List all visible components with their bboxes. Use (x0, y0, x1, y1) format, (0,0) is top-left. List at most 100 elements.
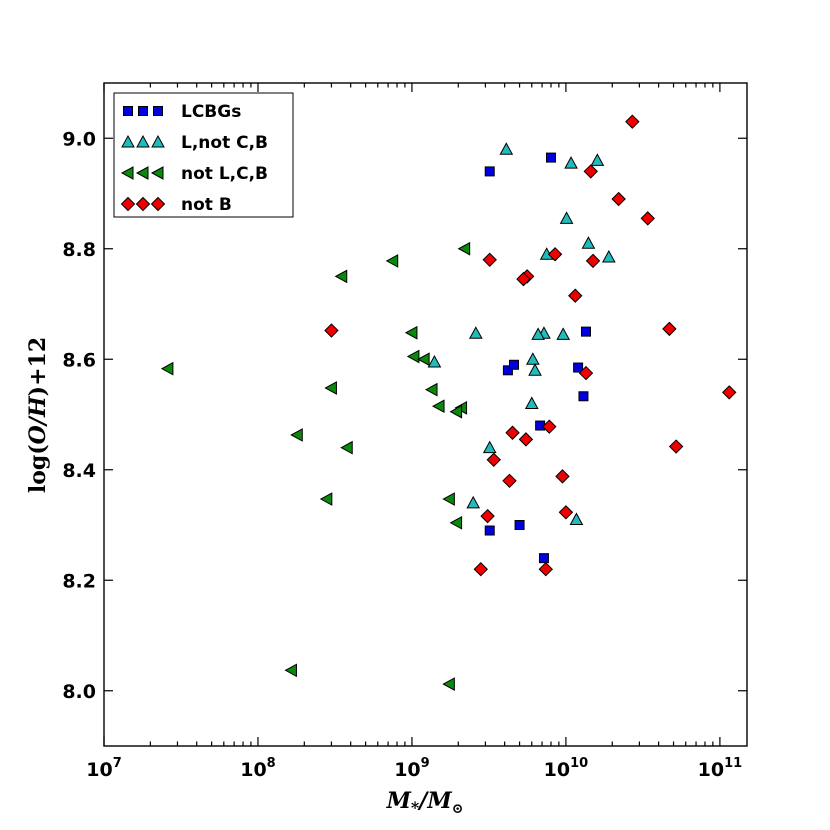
series-1-point-12 (526, 352, 540, 365)
series-1-point-6 (601, 249, 616, 263)
series-1-point-4 (581, 236, 596, 249)
series-3-point-23 (473, 561, 489, 577)
series-2-point-8 (424, 382, 438, 397)
legend-marker-0-1 (138, 106, 148, 116)
series-3-point-17 (668, 439, 684, 454)
series-2-point-15 (319, 492, 333, 506)
series-2-point-1 (385, 254, 399, 268)
series-0-point-9 (484, 525, 495, 536)
series-2-point-16 (449, 515, 463, 530)
series-2-point-9 (432, 399, 445, 414)
series-3-point-13 (722, 385, 737, 400)
legend-marker-3-0 (120, 196, 136, 212)
series-1-point-15 (482, 440, 497, 454)
legend-marker-2-1 (135, 166, 149, 180)
series-3-point-18 (486, 452, 501, 468)
x-axis-label: M*/M⊙ (386, 788, 464, 817)
series-2-point-5 (417, 352, 430, 367)
legend-marker-1-2 (151, 134, 165, 148)
y-axis-label: log(O/H)+12 (25, 337, 51, 493)
legend-marker-2-2 (150, 166, 164, 180)
series-2-point-6 (160, 361, 174, 376)
series-2-point-11 (449, 404, 463, 419)
series-3-point-9 (568, 288, 583, 303)
series-3-point-11 (662, 321, 677, 337)
series-0-point-4 (508, 359, 519, 370)
series-1-point-2 (590, 153, 605, 166)
series-3-point-16 (518, 432, 534, 447)
legend: LCBGs L,not C,B not L,C,B not B (113, 92, 294, 218)
series-1-point-9 (531, 327, 545, 340)
series-3-point-14 (505, 425, 520, 440)
series-1-point-17 (569, 512, 584, 525)
series-2-point-12 (290, 428, 303, 442)
series-1-point-0 (499, 142, 514, 155)
series-3-point-20 (502, 473, 517, 489)
series-2-point-4 (406, 349, 420, 364)
x-tick-label-1: 108 (240, 756, 276, 781)
y-tick-label-2: 8.4 (62, 460, 96, 482)
series-2-point-14 (442, 492, 455, 506)
series-2-point-2 (334, 269, 348, 284)
y-tick-label-0: 8.0 (62, 681, 96, 703)
series-2-point-3 (404, 325, 418, 340)
series-2-point-17 (284, 663, 297, 678)
series-3-point-22 (480, 508, 495, 524)
y-tick-label-4: 8.8 (62, 239, 96, 261)
series-3-point-6 (585, 253, 601, 269)
legend-marker-2-0 (120, 166, 134, 180)
series-0-point-3 (502, 365, 513, 376)
y-tick-label-1: 8.2 (62, 570, 96, 592)
series-0-point-8 (514, 520, 525, 530)
data-markers (160, 114, 737, 691)
series-3-point-0 (625, 114, 640, 129)
y-tick-label-5: 9.0 (62, 128, 96, 150)
series-1-point-3 (559, 211, 574, 224)
series-0-point-10 (538, 553, 549, 564)
legend-label-3: not B (181, 195, 232, 215)
legend-label-0: LCBGs (181, 102, 241, 122)
legend-label-1: L,not C,B (181, 133, 268, 153)
axis-tick-labels: 107 108 109 1010 1011 8.0 8.2 8.4 8.6 8.8 9.0 (62, 128, 742, 781)
series-3-point-15 (542, 419, 557, 434)
series-3-point-3 (640, 211, 655, 226)
series-3-point-5 (482, 252, 497, 268)
series-3-point-1 (583, 164, 598, 179)
x-tick-label-0: 107 (86, 756, 122, 781)
series-1-point-16 (466, 495, 481, 509)
series-3-point-24 (538, 561, 553, 577)
series-3-point-10 (324, 323, 339, 338)
x-tick-label-2: 109 (394, 756, 430, 781)
legend-marker-3-1 (135, 196, 151, 212)
series-1-point-1 (564, 156, 578, 169)
series-1-point-11 (427, 354, 442, 368)
x-tick-label-4: 1011 (698, 756, 743, 781)
series-0-point-0 (484, 166, 495, 177)
series-2-point-0 (457, 241, 471, 256)
series-3-point-4 (547, 247, 563, 262)
series-2-point-7 (324, 381, 337, 395)
series-3-point-19 (555, 469, 570, 484)
legend-marker-1-1 (136, 134, 150, 148)
series-1-point-13 (528, 363, 542, 376)
legend-marker-3-2 (150, 196, 166, 212)
series-0-point-5 (573, 362, 584, 373)
series-3-point-21 (558, 505, 574, 520)
series-3-point-2 (611, 191, 626, 207)
series-1-point-7 (468, 326, 483, 339)
series-1-point-14 (524, 396, 539, 409)
series-0-point-2 (580, 326, 591, 337)
series-0-point-6 (578, 391, 589, 402)
series-0-point-1 (545, 152, 556, 163)
y-tick-label-3: 8.6 (62, 349, 96, 371)
legend-marker-1-0 (121, 134, 135, 148)
series-1-point-10 (556, 327, 571, 340)
series-2-point-13 (340, 440, 353, 455)
axis-ticks (103, 83, 747, 746)
series-3-point-8 (516, 271, 531, 287)
series-3-point-12 (578, 365, 594, 381)
legend-label-2: not L,C,B (181, 164, 268, 184)
series-2-point-18 (442, 677, 455, 691)
legend-marker-0-2 (153, 106, 163, 116)
